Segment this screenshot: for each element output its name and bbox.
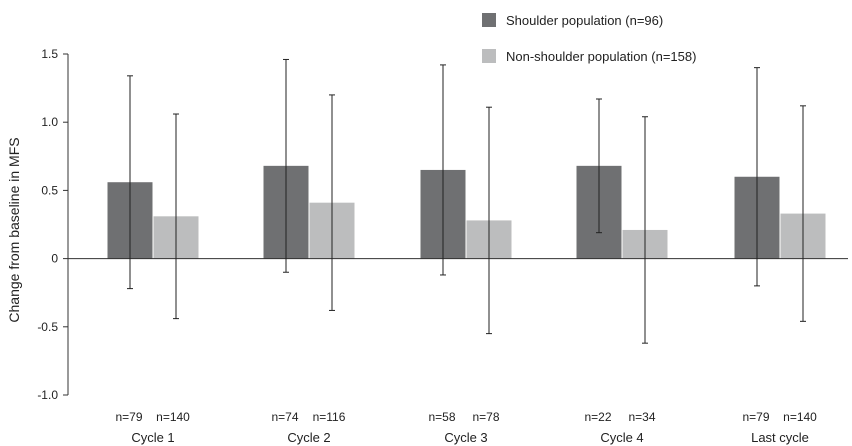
n-label-shoulder: n=79 [115, 410, 142, 424]
x-category-label: Cycle 1 [131, 430, 174, 445]
y-tick-label: 0 [51, 252, 58, 266]
y-tick-label: -0.5 [37, 320, 58, 334]
n-label-non-shoulder: n=140 [156, 410, 190, 424]
y-tick-label: 0.5 [41, 183, 58, 197]
y-tick-label: 1.0 [41, 115, 58, 129]
n-label-non-shoulder: n=34 [628, 410, 655, 424]
legend-item-non-shoulder: Non-shoulder population (n=158) [482, 46, 842, 66]
n-label-shoulder: n=22 [584, 410, 611, 424]
legend-swatch-shoulder [482, 13, 496, 27]
x-category-label: Cycle 3 [444, 430, 487, 445]
legend-label-non-shoulder: Non-shoulder population (n=158) [506, 48, 697, 64]
n-label-non-shoulder: n=116 [313, 410, 346, 424]
legend-item-shoulder: Shoulder population (n=96) [482, 10, 842, 30]
x-category-label: Cycle 2 [287, 430, 330, 445]
n-label-shoulder: n=79 [742, 410, 769, 424]
y-axis-label-wrap: Change from baseline in MFS [4, 60, 24, 400]
y-tick-label: -1.0 [37, 388, 58, 402]
y-axis-label: Change from baseline in MFS [6, 137, 22, 323]
x-category-label: Cycle 4 [600, 430, 643, 445]
n-label-non-shoulder: n=78 [472, 410, 499, 424]
n-label-shoulder: n=58 [428, 410, 455, 424]
x-category-label: Last cycle [751, 430, 809, 445]
legend-label-shoulder: Shoulder population (n=96) [506, 12, 664, 28]
y-tick-label: 1.5 [41, 47, 58, 61]
legend-swatch-non-shoulder [482, 49, 496, 63]
n-label-non-shoulder: n=140 [783, 410, 817, 424]
n-label-shoulder: n=74 [271, 410, 298, 424]
